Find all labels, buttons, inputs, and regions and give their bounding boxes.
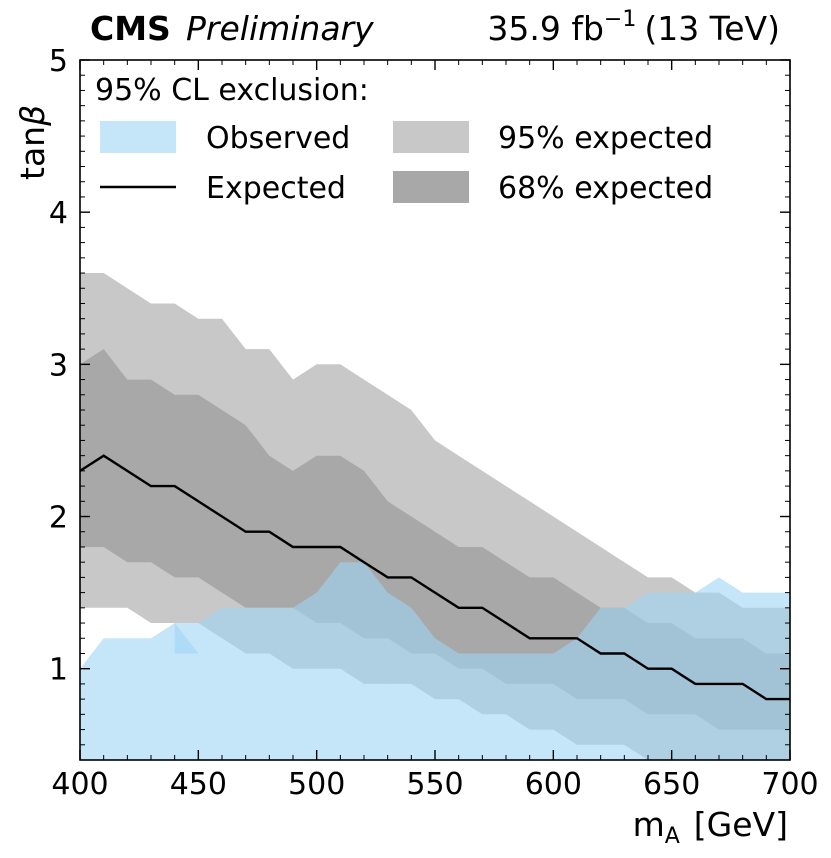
legend: 95% CL exclusion: Observed Expected 95% … [95,73,713,206]
x-axis-label-main: m [633,805,665,844]
lumi-exponent: −1 [604,7,636,32]
y-tick-label: 5 [49,44,68,79]
y-tick-label: 1 [49,653,68,688]
lumi-label: 35.9 fb [487,9,604,48]
x-tick-label: 700 [761,767,818,802]
x-tick-label: 400 [51,767,108,802]
x-tick-label: 650 [643,767,700,802]
status-label: Preliminary [186,9,374,48]
energy-label: (13 TeV) [644,9,780,48]
x-tick-label: 600 [525,767,582,802]
legend-swatch-observed [100,121,176,153]
expected-limit-line [80,454,790,701]
x-axis-label: mA [GeV] [633,805,788,849]
y-tick-label: 3 [49,348,68,383]
y-axis-label: tanβ [13,105,52,180]
legend-label-band95: 95% expected [498,121,713,156]
y-axis-label-symbol: β [13,105,52,127]
observed-exclusion-region [80,623,790,760]
legend-label-observed: Observed [206,121,350,156]
legend-swatch-band95 [393,121,469,153]
y-tick-label: 2 [49,501,68,536]
axis-ticks: 400 450 500 550 600 650 700 1 2 3 4 5 [49,44,819,802]
x-tick-label: 450 [170,767,227,802]
legend-label-expected: Expected [206,171,346,206]
legend-swatch-band68 [393,171,469,203]
legend-title: 95% CL exclusion: [95,73,369,108]
observed-exclusion-region-secondary [174,562,790,760]
experiment-label: CMS [90,9,171,48]
x-axis-label-unit: [GeV] [694,805,788,844]
y-axis-label-main: tan [13,126,52,180]
plot-area [80,273,790,760]
x-tick-label: 500 [288,767,345,802]
legend-label-band68: 68% expected [498,171,713,206]
x-tick-label: 550 [406,767,463,802]
x-axis-label-sub: A [665,824,680,849]
y-tick-label: 4 [49,196,68,231]
lumi-energy-label: 35.9 fb−1 (13 TeV) [487,7,780,48]
